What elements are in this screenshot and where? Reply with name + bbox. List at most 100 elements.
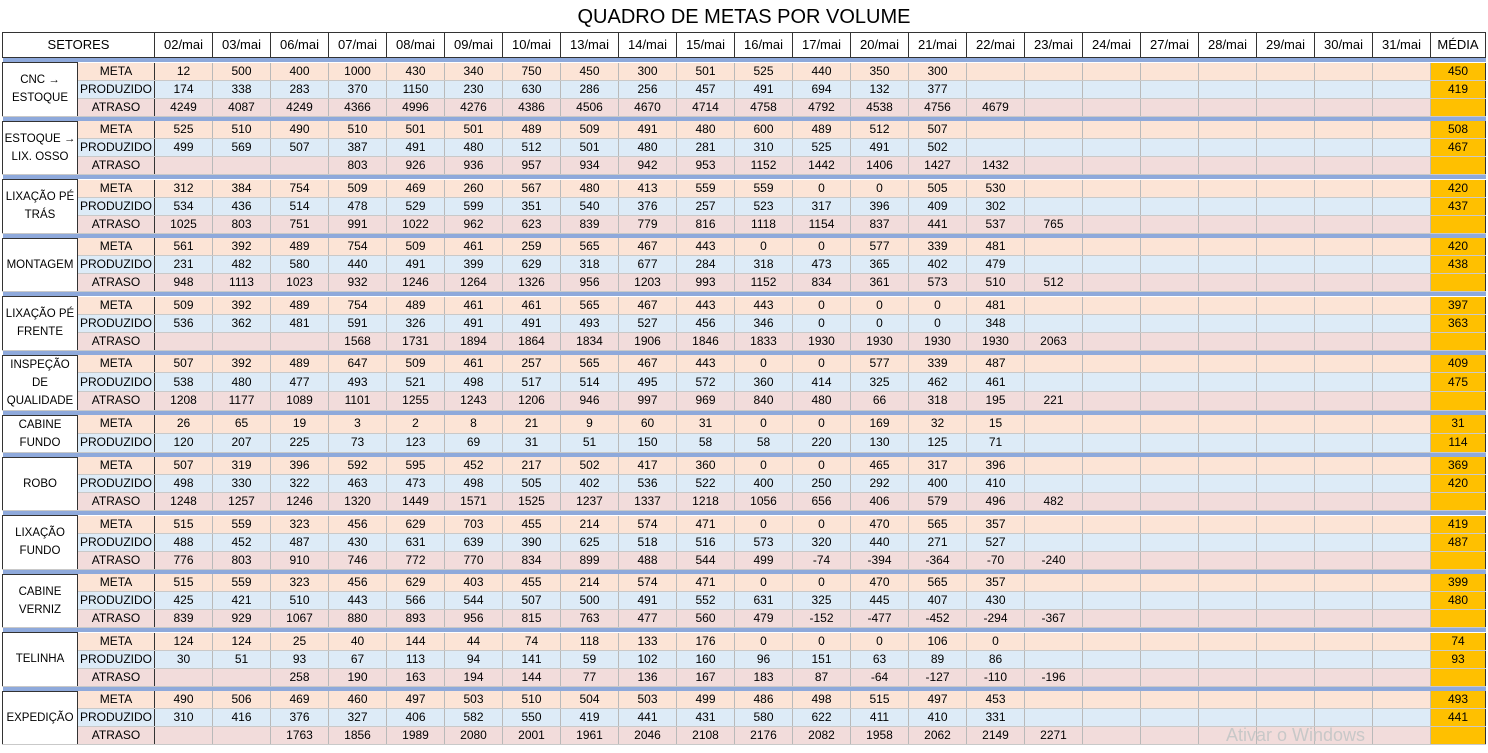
value-cell[interactable]: 498 <box>444 372 503 392</box>
value-cell[interactable]: 481 <box>966 238 1025 256</box>
header-date[interactable]: 20/mai <box>850 32 909 58</box>
value-cell[interactable]: 32 <box>908 415 967 434</box>
row-label[interactable]: META <box>77 515 155 534</box>
value-cell[interactable]: 462 <box>908 372 967 392</box>
value-cell[interactable]: 318 <box>734 255 793 274</box>
value-cell[interactable]: 406 <box>850 492 909 511</box>
value-cell[interactable]: 779 <box>618 215 677 234</box>
average-cell[interactable] <box>1430 156 1486 175</box>
value-cell[interactable]: 94 <box>444 650 503 669</box>
value-cell[interactable] <box>1140 80 1199 99</box>
value-cell[interactable] <box>1198 197 1257 216</box>
value-cell[interactable] <box>1198 574 1257 592</box>
value-cell[interactable] <box>1256 255 1315 274</box>
value-cell[interactable]: 15 <box>966 415 1025 434</box>
value-cell[interactable]: 486 <box>734 691 793 709</box>
average-cell[interactable]: 467 <box>1430 138 1486 157</box>
value-cell[interactable]: 772 <box>386 551 445 570</box>
value-cell[interactable]: 323 <box>270 574 329 592</box>
value-cell[interactable]: 66 <box>850 391 909 411</box>
value-cell[interactable]: 491 <box>618 591 677 610</box>
value-cell[interactable] <box>1082 433 1141 453</box>
value-cell[interactable] <box>1256 591 1315 610</box>
value-cell[interactable] <box>1256 415 1315 434</box>
value-cell[interactable] <box>1082 62 1141 81</box>
value-cell[interactable]: 338 <box>212 80 271 99</box>
value-cell[interactable]: 993 <box>676 273 735 292</box>
value-cell[interactable] <box>1314 355 1373 374</box>
header-sectors[interactable]: SETORES <box>2 32 155 58</box>
value-cell[interactable]: 133 <box>618 632 677 651</box>
value-cell[interactable] <box>1256 515 1315 534</box>
value-cell[interactable]: 1264 <box>444 273 503 292</box>
value-cell[interactable]: 1406 <box>850 156 909 175</box>
value-cell[interactable]: 31 <box>676 415 735 434</box>
value-cell[interactable]: 1000 <box>328 62 387 81</box>
value-cell[interactable]: 419 <box>560 708 619 727</box>
value-cell[interactable]: 325 <box>850 372 909 392</box>
value-cell[interactable]: 0 <box>792 415 851 434</box>
value-cell[interactable]: 0 <box>908 296 967 315</box>
value-cell[interactable]: 414 <box>792 372 851 392</box>
value-cell[interactable]: 0 <box>850 314 909 333</box>
value-cell[interactable]: 102 <box>618 650 677 669</box>
value-cell[interactable] <box>1140 238 1199 256</box>
value-cell[interactable] <box>1024 433 1083 453</box>
value-cell[interactable]: 509 <box>328 179 387 198</box>
value-cell[interactable]: 489 <box>386 296 445 315</box>
value-cell[interactable] <box>1372 156 1431 175</box>
header-date[interactable]: 09/mai <box>444 32 503 58</box>
value-cell[interactable]: 471 <box>676 574 735 592</box>
value-cell[interactable]: 4366 <box>328 98 387 117</box>
row-label[interactable]: META <box>77 457 155 475</box>
value-cell[interactable]: 515 <box>850 691 909 709</box>
value-cell[interactable] <box>1372 62 1431 81</box>
value-cell[interactable]: 1337 <box>618 492 677 511</box>
value-cell[interactable]: 93 <box>270 650 329 669</box>
value-cell[interactable] <box>1082 355 1141 374</box>
value-cell[interactable]: 629 <box>386 574 445 592</box>
value-cell[interactable]: 106 <box>908 632 967 651</box>
value-cell[interactable]: 463 <box>328 474 387 493</box>
value-cell[interactable]: 934 <box>560 156 619 175</box>
value-cell[interactable]: 569 <box>212 138 271 157</box>
value-cell[interactable]: 536 <box>618 474 677 493</box>
value-cell[interactable] <box>1198 591 1257 610</box>
value-cell[interactable]: 1834 <box>560 332 619 351</box>
value-cell[interactable] <box>1140 215 1199 234</box>
value-cell[interactable]: 500 <box>560 591 619 610</box>
value-cell[interactable] <box>1140 197 1199 216</box>
value-cell[interactable]: 840 <box>734 391 793 411</box>
value-cell[interactable]: 514 <box>270 197 329 216</box>
value-cell[interactable]: 1427 <box>908 156 967 175</box>
value-cell[interactable]: 2046 <box>618 726 677 745</box>
value-cell[interactable]: 1961 <box>560 726 619 745</box>
value-cell[interactable]: 1449 <box>386 492 445 511</box>
value-cell[interactable] <box>1024 474 1083 493</box>
value-cell[interactable]: 361 <box>850 273 909 292</box>
value-cell[interactable] <box>1082 238 1141 256</box>
header-date[interactable]: 07/mai <box>328 32 387 58</box>
value-cell[interactable] <box>1256 551 1315 570</box>
row-label[interactable]: PRODUZIDO <box>77 255 155 274</box>
value-cell[interactable] <box>270 332 329 351</box>
value-cell[interactable]: 629 <box>502 255 561 274</box>
average-cell[interactable]: 420 <box>1430 238 1486 256</box>
row-label[interactable]: ATRASO <box>77 551 155 570</box>
value-cell[interactable] <box>1256 574 1315 592</box>
header-date[interactable]: 21/mai <box>908 32 967 58</box>
value-cell[interactable] <box>1314 574 1373 592</box>
value-cell[interactable]: 2082 <box>792 726 851 745</box>
value-cell[interactable] <box>1314 197 1373 216</box>
value-cell[interactable]: 283 <box>270 80 329 99</box>
value-cell[interactable] <box>1198 138 1257 157</box>
value-cell[interactable]: 0 <box>850 632 909 651</box>
value-cell[interactable]: 478 <box>328 197 387 216</box>
value-cell[interactable] <box>1082 551 1141 570</box>
average-cell[interactable] <box>1430 332 1486 351</box>
value-cell[interactable] <box>1140 515 1199 534</box>
average-cell[interactable]: 363 <box>1430 314 1486 333</box>
value-cell[interactable] <box>1314 708 1373 727</box>
value-cell[interactable]: 754 <box>328 238 387 256</box>
value-cell[interactable] <box>1372 296 1431 315</box>
